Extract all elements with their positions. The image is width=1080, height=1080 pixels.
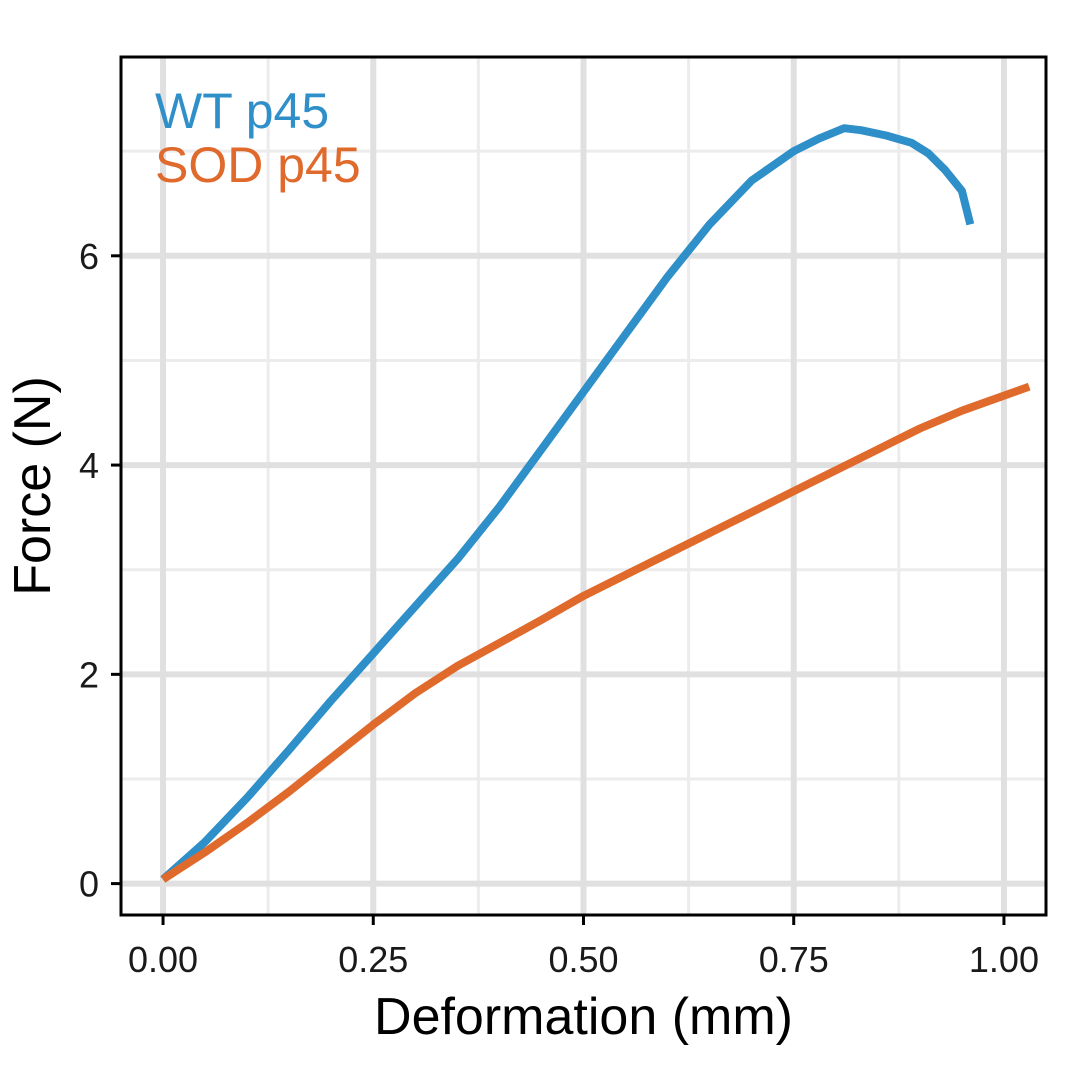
y-tick-label: 0 — [79, 864, 99, 905]
axis-ticks — [111, 254, 1006, 925]
series-line-0 — [160, 124, 975, 883]
grid-major — [121, 57, 1046, 915]
x-tick-label: 0.00 — [128, 939, 198, 980]
y-tick-label: 2 — [79, 654, 99, 695]
series-line-1 — [160, 382, 1031, 883]
x-tick-label: 0.25 — [338, 939, 408, 980]
legend-label-0: WT p45 — [155, 83, 329, 139]
series-layer — [160, 124, 1031, 883]
y-tick-label: 6 — [79, 236, 99, 277]
x-axis-title: Deformation (mm) — [374, 988, 793, 1046]
x-tick-label: 1.00 — [969, 939, 1039, 980]
x-tick-label: 0.50 — [548, 939, 618, 980]
axis-tick-labels: 0.00 0.25 0.50 0.75 1.00 0 2 4 6 — [79, 236, 1039, 980]
y-tick-label: 4 — [79, 445, 99, 486]
y-axis-title: Force (N) — [4, 376, 62, 596]
x-tick-label: 0.75 — [759, 939, 829, 980]
legend-label-1: SOD p45 — [155, 137, 361, 193]
